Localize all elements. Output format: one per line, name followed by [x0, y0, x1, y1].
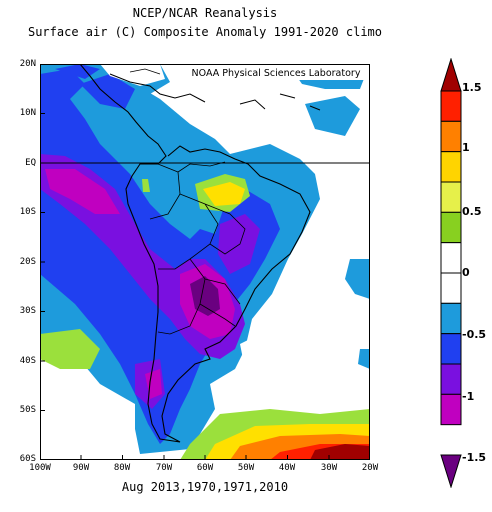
- colorbar-label: 1: [462, 141, 470, 154]
- colorbar-cell: [440, 333, 462, 365]
- colorbar-cell: [440, 181, 462, 213]
- colorbar-label: -0.5: [462, 328, 487, 341]
- country-borders: [149, 161, 246, 335]
- lon-label: 70W: [155, 463, 173, 473]
- coastline: [79, 64, 311, 443]
- colorbar-label: 0: [462, 266, 470, 279]
- lon-label: 20W: [361, 463, 379, 473]
- colorbar-cell: [440, 90, 462, 122]
- anomaly-magenta: [45, 169, 120, 214]
- colorbar-cell: [440, 120, 462, 153]
- colorbar-label: -1.5: [462, 451, 487, 464]
- lat-label: 50S: [19, 405, 36, 415]
- lon-label: 30W: [320, 463, 338, 473]
- lat-label: 10S: [19, 207, 36, 217]
- colorbar-label: -1: [462, 390, 475, 403]
- lat-label: EQ: [25, 158, 36, 168]
- anomaly-dark-red: [310, 444, 370, 460]
- colorbar-cell: [440, 211, 462, 244]
- anomaly-map: NOAA Physical Sciences Laboratory: [40, 64, 370, 460]
- colorbar-label: 1.5: [462, 81, 482, 94]
- map-subtitle: Surface air (C) Composite Anomaly 1991-2…: [27, 25, 382, 39]
- lat-label: 60S: [19, 454, 36, 464]
- lon-label: 80W: [113, 463, 131, 473]
- lat-label: 20N: [19, 59, 36, 69]
- lat-label: 40S: [19, 356, 36, 366]
- lat-label: 30S: [19, 306, 36, 316]
- map-title: NCEP/NCAR Reanalysis: [132, 6, 278, 20]
- lat-label: 20S: [19, 257, 36, 267]
- anomaly-yellow: [203, 182, 245, 206]
- colorbar-cell: [440, 151, 462, 183]
- lon-label: 60W: [196, 463, 214, 473]
- anomaly-lime: [40, 329, 100, 369]
- colorbar-label: 0.5: [462, 205, 482, 218]
- colorbar-cell: [440, 272, 462, 304]
- lat-label: 10N: [19, 108, 36, 118]
- anomaly-dark-purple: [190, 276, 220, 316]
- credit-box: [185, 66, 368, 80]
- credit-text: NOAA Physical Sciences Laboratory: [192, 68, 361, 79]
- colorbar-cell: [440, 302, 462, 335]
- colorbar-cell: [440, 242, 462, 274]
- lon-label: 40W: [278, 463, 296, 473]
- lon-label: 50W: [237, 463, 255, 473]
- colorbar-cell: [440, 363, 462, 395]
- lon-label: 100W: [29, 463, 51, 473]
- lon-label: 90W: [72, 463, 90, 473]
- composite-dates: Aug 2013,1970,1971,2010: [121, 480, 289, 494]
- colorbar-cell: [440, 393, 462, 426]
- axis-ticks: [40, 113, 330, 460]
- colorbar: [440, 58, 462, 488]
